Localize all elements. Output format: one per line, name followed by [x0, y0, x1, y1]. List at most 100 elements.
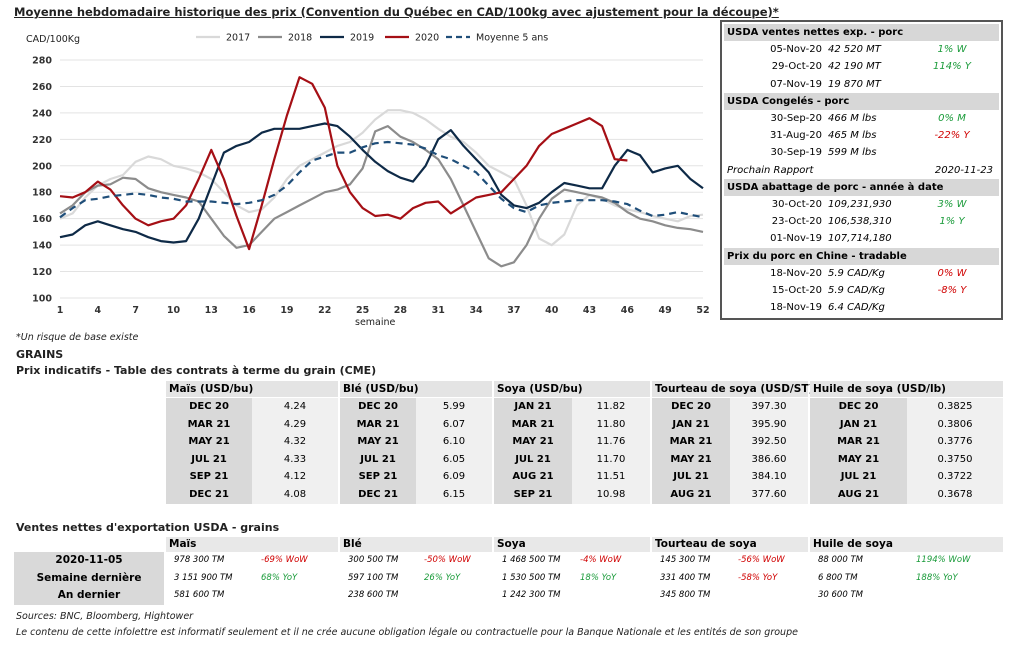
chart-title: Moyenne hebdomadaire historique des prix…: [14, 5, 779, 19]
usda-value: 42 520 MT: [828, 44, 881, 56]
usda-value: 5.9 CAD/Kg: [828, 285, 885, 296]
exports-change: 68% YoY: [261, 572, 298, 583]
y-tick-label: 280: [32, 56, 52, 67]
exports-volume: 238 600 TM: [348, 590, 399, 600]
futures-contract: DEC 20: [652, 398, 730, 416]
y-tick-label: 220: [32, 135, 52, 146]
y-axis-label: CAD/100Kg: [26, 34, 80, 45]
usda-date: 30-Oct-20: [771, 199, 822, 210]
exports-change: -50% WoW: [424, 555, 471, 565]
futures-price: 5.99: [416, 398, 492, 416]
futures-price: 11.70: [572, 450, 650, 469]
exports-change: 1194% WoW: [916, 555, 971, 565]
exports-volume: 1 530 500 TM: [502, 572, 561, 583]
next-report-date: 2020-11-23: [934, 164, 993, 176]
x-tick-label: 52: [696, 305, 709, 316]
usda-value: 465 M lbs: [828, 130, 877, 142]
usda-section-title: Prix du porc en Chine - tradable: [724, 247, 999, 265]
futures-contract: JUL 21: [652, 468, 730, 486]
usda-row: 07-Nov-19 19 870 MT: [724, 76, 999, 93]
futures-contract: JUL 21: [810, 468, 907, 486]
futures-price: 6.15: [416, 486, 492, 504]
futures-contract: SEP 21: [166, 468, 252, 486]
futures-price: 4.33: [252, 450, 338, 469]
futures-contract: JAN 21: [810, 415, 907, 434]
futures-contract: DEC 21: [166, 486, 252, 504]
usda-date: 01-Nov-19: [770, 233, 822, 245]
y-tick-label: 100: [32, 294, 52, 305]
futures-price: 11.76: [572, 433, 650, 451]
exports-column-header: Soya: [494, 537, 650, 552]
x-axis-label: semaine: [355, 317, 396, 328]
x-tick-label: 25: [356, 305, 369, 316]
usda-row: 31-Aug-20 465 M lbs -22% Y: [724, 127, 999, 144]
exports-row-label: 2020-11-05: [14, 552, 164, 570]
futures-price: 4.12: [252, 468, 338, 486]
futures-price: 395.90: [730, 415, 808, 434]
exports-change: 188% YoY: [916, 572, 958, 583]
exports-volume: 30 600 TM: [818, 590, 863, 600]
x-tick-label: 19: [280, 305, 293, 316]
usda-date: 31-Aug-20: [770, 130, 822, 142]
futures-contract: DEC 20: [166, 398, 252, 416]
futures-price: 0.3825: [907, 398, 1003, 416]
exports-volume: 300 500 TM: [348, 555, 399, 565]
exports-change: 26% YoY: [424, 572, 461, 583]
usda-date: 30-Sep-19: [770, 147, 822, 159]
futures-price: 4.08: [252, 486, 338, 504]
futures-contract: AUG 21: [652, 486, 730, 504]
x-tick-label: 16: [243, 305, 257, 316]
exports-change: -4% WoW: [580, 555, 622, 565]
usda-change: 0% W: [937, 267, 967, 279]
futures-price: 4.32: [252, 433, 338, 451]
usda-row: 18-Nov-20 5.9 CAD/Kg 0% W: [724, 265, 999, 282]
futures-contract: DEC 21: [340, 486, 416, 504]
series-line-2017: [59, 109, 704, 247]
futures-price: 11.51: [572, 468, 650, 486]
x-tick-label: 4: [95, 305, 102, 316]
futures-contract: MAY 21: [652, 450, 730, 469]
usda-section-title: USDA abattage de porc - année à date: [724, 178, 999, 196]
futures-contract: MAY 21: [340, 433, 416, 451]
futures-column-header: Tourteau de soya (USD/ST): [652, 381, 813, 397]
futures-price: 6.05: [416, 450, 492, 469]
x-tick-label: 34: [469, 305, 483, 316]
usda-row: 30-Oct-20 109,231,930 3% W: [724, 196, 999, 213]
x-tick-label: 49: [659, 305, 672, 316]
exports-volume: 1 242 300 TM: [502, 590, 561, 600]
x-tick-label: 7: [132, 305, 139, 316]
usda-row: 23-Oct-20 106,538,310 1% Y: [724, 213, 999, 230]
legend-label: 2017: [226, 33, 250, 44]
futures-contract: JUL 21: [340, 450, 416, 469]
y-tick-label: 200: [32, 161, 52, 172]
futures-contract: JUL 21: [166, 450, 252, 469]
usda-row: 29-Oct-20 42 190 MT 114% Y: [724, 58, 999, 75]
usda-value: 107,714,180: [828, 233, 892, 245]
y-tick-label: 140: [32, 241, 52, 252]
futures-contract: AUG 21: [810, 486, 907, 504]
futures-contract: MAR 21: [340, 415, 416, 434]
x-tick-label: 10: [167, 305, 181, 316]
exports-change: -58% YoY: [738, 572, 778, 583]
usda-change: 0% M: [938, 113, 966, 124]
legend-label: 2019: [350, 33, 374, 44]
x-tick-label: 13: [205, 305, 218, 316]
y-tick-label: 120: [32, 267, 52, 278]
futures-price: 0.3806: [907, 415, 1003, 434]
price-line-chart: 100 120 140 160 180 200 220 240 260 280 1 4 7 10 13 16 1…: [26, 33, 710, 329]
usda-change: 1% W: [937, 44, 967, 56]
usda-date: 18-Nov-20: [770, 267, 822, 279]
y-tick-label: 160: [32, 214, 52, 225]
futures-contract: DEC 20: [810, 398, 907, 416]
exports-volume: 331 400 TM: [660, 572, 711, 583]
exports-column-header: Huile de soya: [810, 537, 1003, 552]
x-tick-label: 46: [621, 305, 635, 316]
usda-row: 30-Sep-19 599 M lbs: [724, 144, 999, 161]
futures-section-title: Prix indicatifs - Table des contrats à t…: [16, 364, 377, 377]
futures-contract: MAR 21: [166, 415, 252, 434]
futures-price: 6.07: [416, 415, 492, 434]
chart-footnote: *Un risque de base existe: [16, 332, 139, 343]
exports-change: -56% WoW: [738, 555, 785, 565]
usda-value: 599 M lbs: [828, 147, 877, 159]
usda-change: 3% W: [937, 199, 967, 210]
